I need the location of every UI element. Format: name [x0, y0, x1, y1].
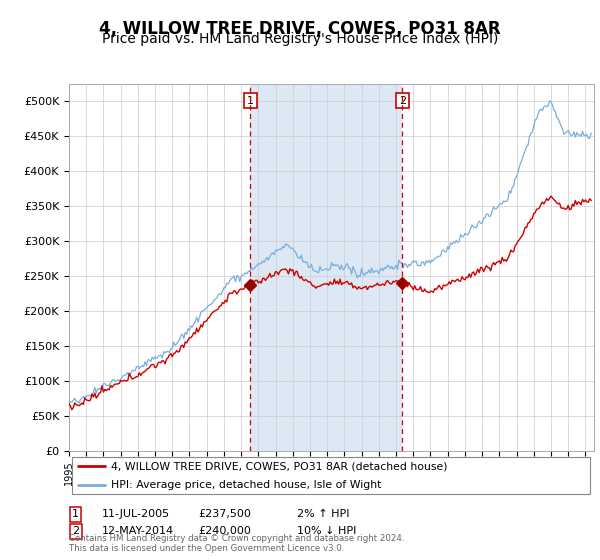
Text: 10% ↓ HPI: 10% ↓ HPI — [297, 526, 356, 536]
Text: 12-MAY-2014: 12-MAY-2014 — [102, 526, 174, 536]
Text: 1: 1 — [247, 96, 254, 105]
Text: Contains HM Land Registry data © Crown copyright and database right 2024.
This d: Contains HM Land Registry data © Crown c… — [69, 534, 404, 553]
Text: HPI: Average price, detached house, Isle of Wight: HPI: Average price, detached house, Isle… — [111, 480, 382, 489]
Text: 1: 1 — [72, 509, 79, 519]
Bar — [250, 84, 402, 451]
Text: 2: 2 — [72, 526, 79, 536]
Text: £240,000: £240,000 — [198, 526, 251, 536]
Text: 2% ↑ HPI: 2% ↑ HPI — [297, 509, 349, 519]
Text: 4, WILLOW TREE DRIVE, COWES, PO31 8AR: 4, WILLOW TREE DRIVE, COWES, PO31 8AR — [99, 20, 501, 38]
Text: 4, WILLOW TREE DRIVE, COWES, PO31 8AR (detached house): 4, WILLOW TREE DRIVE, COWES, PO31 8AR (d… — [111, 461, 448, 471]
Text: 2: 2 — [398, 96, 406, 105]
Text: Price paid vs. HM Land Registry's House Price Index (HPI): Price paid vs. HM Land Registry's House … — [102, 32, 498, 46]
Text: 11-JUL-2005: 11-JUL-2005 — [102, 509, 170, 519]
Text: £237,500: £237,500 — [198, 509, 251, 519]
FancyBboxPatch shape — [71, 458, 590, 493]
